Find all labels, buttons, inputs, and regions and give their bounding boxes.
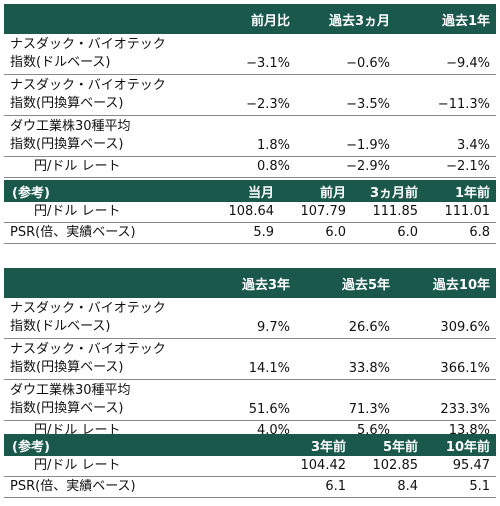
value-cell: 6.0 [280,222,352,244]
table-row: ダウ工業株30種平均 指数(円換算ベース) 51.6% 71.3% 233.3% [4,379,496,421]
table-row: ナスダック・バイオテック 指数(ドルベース) 9.7% 26.6% 309.6% [4,298,496,339]
value-cell: −11.3% [396,74,496,116]
value-cell: 107.79 [280,202,352,223]
row-label: ナスダック・バイオテック 指数(ドルベース) [4,298,200,339]
value-cell: −2.9% [296,156,396,178]
row-label: ナスダック・バイオテック 指数(円換算ベース) [4,74,200,116]
value-cell: 6.1 [280,476,352,498]
header-cell [4,268,200,298]
value-cell: 0.8% [200,156,296,178]
value-cell: 95.47 [424,456,496,477]
value-cell: −9.4% [396,34,496,75]
table-row: PSR(倍、実績ベース) 5.9 6.0 6.0 6.8 [4,222,496,244]
row-label: 円/ドル レート [4,202,200,223]
value-cell [200,476,280,498]
value-cell: 102.85 [352,456,424,477]
value-cell: 111.85 [352,202,424,223]
header-cell: 過去5年 [296,268,396,298]
value-cell: −3.1% [200,34,296,75]
header-cell: (参考) [4,180,200,202]
header-cell: 過去10年 [396,268,496,298]
header-cell: (参考) [4,434,200,456]
value-cell: 1.8% [200,115,296,157]
header-cell: 過去3年 [200,268,296,298]
reference-header-row: (参考) 3年前 5年前 10年前 [4,434,496,456]
reference-table-short-term: (参考) 当月 前月 3ヵ月前 1年前 円/ドル レート 108.64 107.… [4,180,496,244]
row-label: PSR(倍、実績ベース) [4,476,200,498]
value-cell: 108.64 [200,202,280,223]
table-row: ナスダック・バイオテック 指数(ドルベース) −3.1% −0.6% −9.4% [4,34,496,75]
value-cell: 5.9 [200,222,280,244]
value-cell: 104.42 [280,456,352,477]
row-label: ダウ工業株30種平均 指数(円換算ベース) [4,379,200,421]
table-row: 円/ドル レート 0.8% −2.9% −2.1% [4,156,496,178]
table-row: 円/ドル レート 108.64 107.79 111.85 111.01 [4,202,496,223]
value-cell: −0.6% [296,34,396,75]
reference-table-long-term: (参考) 3年前 5年前 10年前 円/ドル レート 104.42 102.85… [4,434,496,498]
header-cell: 当月 [200,180,280,202]
performance-table-short-term: 前月比 過去3ヵ月 過去1年 ナスダック・バイオテック 指数(ドルベース) −3.… [4,4,496,178]
value-cell: 9.7% [200,298,296,339]
row-label: 円/ドル レート [4,156,200,178]
row-label: ナスダック・バイオテック 指数(円換算ベース) [4,338,200,380]
value-cell: −2.3% [200,74,296,116]
row-label: 円/ドル レート [4,456,200,477]
table-row: ダウ工業株30種平均 指数(円換算ベース) 1.8% −1.9% 3.4% [4,115,496,157]
value-cell [200,456,280,477]
value-cell: 3.4% [396,115,496,157]
value-cell: 6.0 [352,222,424,244]
table-row: ナスダック・バイオテック 指数(円換算ベース) 14.1% 33.8% 366.1… [4,338,496,380]
table-header-row: 過去3年 過去5年 過去10年 [4,268,496,298]
value-cell: 71.3% [296,379,396,421]
header-cell: 過去3ヵ月 [296,4,396,34]
value-cell: 33.8% [296,338,396,380]
value-cell: 233.3% [396,379,496,421]
value-cell: 366.1% [396,338,496,380]
value-cell: 14.1% [200,338,296,380]
header-cell: 5年前 [352,434,424,456]
header-cell: 前月比 [200,4,296,34]
table-row: 円/ドル レート 104.42 102.85 95.47 [4,456,496,477]
value-cell: 8.4 [352,476,424,498]
header-cell: 過去1年 [396,4,496,34]
value-cell: 111.01 [424,202,496,223]
table-row: PSR(倍、実績ベース) 6.1 8.4 5.1 [4,476,496,498]
value-cell: 6.8 [424,222,496,244]
value-cell: −2.1% [396,156,496,178]
row-label: ダウ工業株30種平均 指数(円換算ベース) [4,115,200,157]
value-cell: −1.9% [296,115,396,157]
value-cell: −3.5% [296,74,396,116]
reference-header-row: (参考) 当月 前月 3ヵ月前 1年前 [4,180,496,202]
header-cell: 1年前 [424,180,496,202]
value-cell: 309.6% [396,298,496,339]
header-cell: 3年前 [280,434,352,456]
header-cell: 10年前 [424,434,496,456]
value-cell: 5.1 [424,476,496,498]
header-cell [4,4,200,34]
value-cell: 26.6% [296,298,396,339]
header-cell [200,434,280,456]
row-label: PSR(倍、実績ベース) [4,222,200,244]
table-row: ナスダック・バイオテック 指数(円換算ベース) −2.3% −3.5% −11.3… [4,74,496,116]
value-cell: 51.6% [200,379,296,421]
performance-table-long-term: 過去3年 過去5年 過去10年 ナスダック・バイオテック 指数(ドルベース) 9.… [4,268,496,442]
header-cell: 前月 [280,180,352,202]
table-header-row: 前月比 過去3ヵ月 過去1年 [4,4,496,34]
row-label: ナスダック・バイオテック 指数(ドルベース) [4,34,200,75]
header-cell: 3ヵ月前 [352,180,424,202]
